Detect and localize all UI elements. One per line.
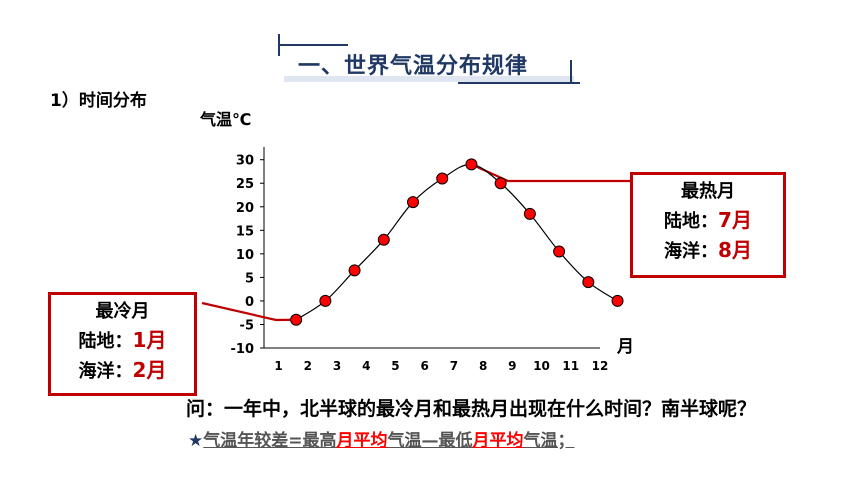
data-point (582, 276, 595, 289)
question-text: 问：一年中，北半球的最冷月和最热月出现在什么时间？南半球呢？ (186, 398, 757, 420)
hottest-land-row: 陆地：7月 (633, 206, 783, 236)
hottest-ocean-row: 海洋：8月 (633, 236, 783, 266)
x-tick-label: 1 (274, 359, 282, 373)
x-axis-label: 月 (616, 337, 634, 357)
section-label: 1）时间分布 (50, 91, 147, 111)
y-tick-label: 20 (236, 201, 254, 216)
coldest-ocean-row: 海洋：2月 (51, 356, 194, 386)
hottest-ocean-label: 海洋： (664, 241, 719, 262)
data-point (290, 313, 303, 326)
coldest-land-row: 陆地：1月 (51, 326, 194, 356)
hottest-ocean-value: 8月 (718, 238, 752, 262)
x-tick-label: 11 (562, 359, 579, 373)
y-tick-label: 5 (245, 271, 254, 286)
coldest-ocean-value: 2月 (132, 358, 167, 382)
hottest-box-title: 最热月 (681, 181, 735, 202)
data-point (377, 233, 390, 246)
hottest-land-label: 陆地： (664, 211, 719, 232)
x-tick-label: 3 (333, 359, 341, 373)
x-tick-label: 9 (508, 359, 516, 373)
formula-part-1: 气温年较差=最高 (203, 431, 337, 451)
temperature-curve (295, 163, 618, 321)
x-tick-label: 5 (391, 359, 399, 373)
formula-part-3: 气温—最低 (387, 431, 473, 451)
y-tick-label: 10 (236, 248, 254, 263)
x-tick-label: 4 (362, 359, 370, 373)
formula-part-5: 气温； (523, 431, 575, 451)
hottest-land-value: 7月 (718, 208, 752, 232)
data-point (319, 294, 332, 307)
coldest-land-value: 1月 (132, 328, 167, 352)
coldest-connector (201, 301, 297, 322)
coldest-month-box: 最冷月 陆地：1月 海洋：2月 (48, 292, 197, 396)
x-tick-label: 7 (450, 359, 458, 373)
x-tick-label: 10 (533, 359, 550, 373)
title-corner-bottom (458, 82, 580, 84)
x-tick-label: 2 (304, 359, 312, 373)
formula-line: ★气温年较差=最高月平均气温—最低月平均气温； (188, 426, 575, 451)
y-tick-label: 15 (236, 224, 254, 239)
page-title: 一、世界气温分布规律 (298, 54, 529, 79)
coldest-box-title: 最冷月 (95, 301, 150, 322)
coldest-land-label: 陆地： (78, 331, 133, 352)
y-tick-label: 0 (245, 295, 254, 310)
y-tick-label: 25 (236, 177, 254, 192)
x-tick-label: 12 (592, 359, 609, 373)
data-point (553, 245, 566, 258)
data-point (494, 177, 507, 190)
formula-part-4: 月平均 (472, 431, 524, 451)
hottest-month-box: 最热月 陆地：7月 海洋：8月 (630, 172, 786, 278)
data-point (407, 196, 420, 209)
y-tick-label: -10 (231, 342, 255, 357)
title-corner-right (570, 60, 572, 84)
data-point (465, 158, 478, 171)
data-point (436, 172, 449, 185)
y-axis-label: 气温℃ (199, 110, 251, 129)
star-icon: ★ (188, 431, 204, 451)
y-tick-label: 30 (236, 154, 254, 169)
data-point (611, 294, 624, 307)
formula-part-2: 月平均 (336, 431, 388, 451)
x-tick-label: 6 (421, 359, 429, 373)
title-corner-top (278, 44, 348, 46)
title-underline-bar (284, 76, 574, 82)
data-point (523, 207, 536, 220)
x-tick-label: 8 (479, 359, 487, 373)
title-banner: 一、世界气温分布规律 (268, 32, 580, 90)
data-point (348, 264, 361, 277)
y-tick-label: -5 (240, 318, 254, 333)
coldest-ocean-label: 海洋： (78, 361, 133, 382)
